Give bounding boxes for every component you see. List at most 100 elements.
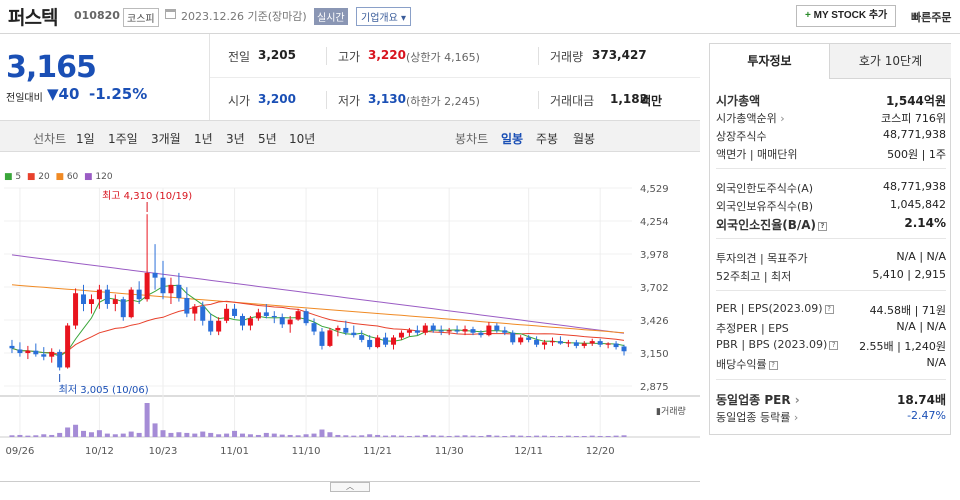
x-tick-label: 11/10 bbox=[292, 446, 321, 457]
high-value: 3,220 bbox=[368, 48, 406, 62]
help-icon[interactable]: ? bbox=[829, 341, 839, 350]
line-chart-label[interactable]: 선차트 bbox=[33, 132, 67, 146]
info-row-label-text: 52주최고 | 최저 bbox=[716, 270, 792, 283]
chevron-right-icon[interactable]: › bbox=[776, 112, 785, 125]
y-tick-label: 4,254 bbox=[640, 217, 669, 228]
plus-icon: + bbox=[805, 10, 811, 21]
period-1w[interactable]: 1주일 bbox=[108, 132, 138, 146]
company-overview-dropdown[interactable]: 기업개요 ▾ bbox=[356, 7, 411, 26]
info-row-label: 52주최고 | 최저 bbox=[716, 268, 791, 284]
tab-orderbook-10[interactable]: 호가 10단계 bbox=[830, 44, 951, 79]
candle-body bbox=[152, 272, 158, 278]
open-label: 시가 bbox=[228, 94, 251, 108]
chevron-right-icon[interactable]: › bbox=[790, 411, 799, 424]
help-icon[interactable]: ? bbox=[768, 361, 778, 370]
x-tick-label: 10/23 bbox=[149, 446, 178, 457]
candle-chart-label: 봉차트 bbox=[455, 132, 489, 146]
volume-bar bbox=[96, 430, 102, 437]
volume-bar bbox=[438, 435, 444, 437]
info-row: 외국인한도주식수(A) 48,771,938 bbox=[716, 180, 946, 196]
volume-bar bbox=[454, 435, 460, 437]
calendar-icon bbox=[165, 9, 176, 19]
candle-body bbox=[534, 339, 540, 345]
candle-body bbox=[239, 315, 245, 326]
candle-body bbox=[216, 320, 222, 332]
info-row-label: 동일업종 PER › bbox=[716, 391, 800, 408]
candle-body bbox=[295, 311, 301, 320]
period-3m[interactable]: 3개월 bbox=[151, 132, 181, 146]
info-row-value: N/A bbox=[926, 356, 946, 369]
candle-body bbox=[17, 349, 23, 354]
volume-bar bbox=[478, 435, 484, 437]
volume-bar bbox=[263, 432, 269, 437]
price-chart[interactable]: 4,529 4,254 3,978 3,702 3,426 3,150 2,875 09/26… bbox=[0, 152, 700, 482]
volume-bar bbox=[295, 435, 301, 437]
candle-body bbox=[359, 335, 365, 340]
candle-body bbox=[375, 337, 381, 348]
period-5y[interactable]: 5년 bbox=[258, 132, 277, 146]
low-annotation: 최저 3,005 (10/06) bbox=[59, 384, 149, 396]
candle-body bbox=[430, 325, 436, 331]
candle-body bbox=[96, 289, 102, 300]
quote-separator bbox=[326, 47, 327, 65]
volume-bar bbox=[120, 433, 126, 437]
panel-divider bbox=[716, 290, 946, 291]
candle-body bbox=[597, 341, 603, 345]
candle-body bbox=[224, 308, 230, 321]
volume-bar bbox=[573, 435, 579, 437]
period-1d[interactable]: 1일 bbox=[76, 132, 95, 146]
chevron-right-icon[interactable]: › bbox=[790, 393, 800, 407]
chart-expand-handle[interactable]: ︿ bbox=[330, 482, 370, 492]
candle-body bbox=[192, 306, 198, 314]
low-label: 저가 bbox=[338, 94, 361, 108]
upper-limit: (상한가 4,165) bbox=[406, 51, 480, 64]
volume-bar bbox=[208, 432, 214, 437]
ma-line-60 bbox=[11, 284, 625, 334]
candle-body bbox=[613, 343, 619, 348]
realtime-badge[interactable]: 실시간 bbox=[314, 8, 348, 25]
info-row-label-text: 시가총액순위 bbox=[716, 112, 777, 125]
volume-bar bbox=[549, 435, 555, 437]
info-row-label-text: 외국인한도주식수(A) bbox=[716, 182, 814, 195]
volume-value: 373,427 bbox=[592, 48, 647, 62]
period-3y[interactable]: 3년 bbox=[226, 132, 245, 146]
volume-bar bbox=[176, 432, 182, 437]
candle-weekly[interactable]: 주봉 bbox=[536, 132, 559, 146]
volume-bar bbox=[391, 435, 397, 437]
candle-body bbox=[502, 330, 508, 333]
volume-bar bbox=[57, 432, 63, 437]
quick-order-link[interactable]: 빠른주문 bbox=[911, 11, 952, 24]
mystock-add-button[interactable]: + MY STOCK 추가 bbox=[796, 5, 897, 27]
candle-body bbox=[486, 325, 492, 336]
candle-monthly[interactable]: 월봉 bbox=[573, 132, 596, 146]
candle-body bbox=[81, 294, 87, 304]
candle-body bbox=[184, 298, 190, 314]
candle-body bbox=[41, 354, 47, 357]
help-icon[interactable]: ? bbox=[818, 222, 828, 231]
info-row-label: 동일업종 등락률 › bbox=[716, 409, 798, 425]
volume-bar bbox=[9, 435, 15, 437]
high-annotation: 최고 4,310 (10/19) bbox=[102, 190, 192, 202]
prev-close-value: 3,205 bbox=[258, 48, 296, 62]
candle-body bbox=[621, 346, 627, 352]
help-icon[interactable]: ? bbox=[824, 305, 834, 314]
info-row-label: PER | EPS(2023.09)? bbox=[716, 302, 834, 315]
candle-body bbox=[605, 343, 611, 345]
period-1y[interactable]: 1년 bbox=[194, 132, 213, 146]
volume-bar bbox=[17, 434, 23, 437]
info-row: PBR | BPS (2023.09)? 2.55배 | 1,240원 bbox=[716, 338, 946, 354]
x-tick-label: 12/11 bbox=[514, 446, 543, 457]
candle-body bbox=[462, 329, 468, 332]
y-tick-label: 3,702 bbox=[640, 283, 669, 294]
candle-body bbox=[542, 342, 548, 345]
ma-line-120 bbox=[11, 254, 625, 334]
candle-daily[interactable]: 일봉 bbox=[501, 132, 524, 146]
chart-background bbox=[0, 152, 700, 482]
tab-investment-info[interactable]: 투자정보 bbox=[710, 44, 830, 79]
info-row-label-text: 투자의견 | 목표주가 bbox=[716, 252, 808, 265]
candle-body bbox=[367, 339, 373, 348]
volume-bar bbox=[25, 435, 31, 437]
period-10y[interactable]: 10년 bbox=[289, 132, 316, 146]
info-row: 상장주식수 48,771,938 bbox=[716, 128, 946, 144]
candle-body bbox=[343, 327, 349, 333]
